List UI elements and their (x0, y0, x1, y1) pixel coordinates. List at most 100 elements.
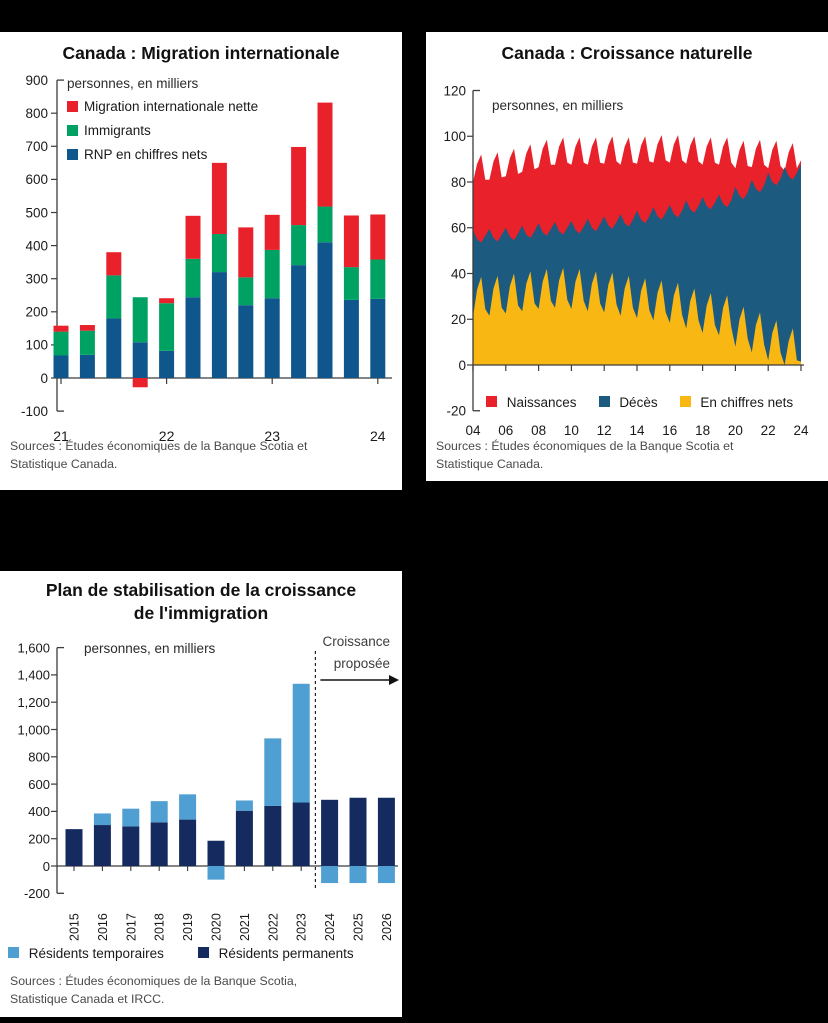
bar-segment-rnp (106, 318, 122, 378)
y-tick-label: 700 (25, 139, 48, 154)
legend-label: Immigrants (84, 122, 151, 138)
y-tick-label: 600 (28, 777, 50, 792)
legend-swatch-green (67, 124, 78, 136)
bar-segment-rnp (185, 297, 201, 378)
bar-segment-immigrants (370, 259, 386, 299)
bar-segment-permanents (349, 797, 367, 866)
bar-segment-rnp (53, 355, 69, 378)
legend-label: Décès (619, 395, 658, 410)
natural-growth-chart-svg: 120 100 80 60 40 20 0 -20 04 06 08 10 12 14 16 18 20 22 24 (443, 83, 809, 438)
unit-note: personnes, en milliers (84, 641, 216, 656)
legend-swatch-navy (197, 947, 209, 958)
y-tick-label: 1,400 (17, 668, 50, 683)
sources-line: Statistique Canada et IRCC. (10, 991, 165, 1006)
bar-segment-immigrants (211, 234, 227, 273)
unit-note: personnes, en milliers (492, 98, 624, 113)
x-tick-label: 18 (695, 423, 710, 438)
sources-line: Statistique Canada. (436, 456, 544, 471)
bar-segment-rnp (317, 242, 333, 378)
bar-segment-rnp (291, 265, 307, 378)
y-tick-label: 800 (28, 750, 50, 765)
bar-segment-migration-nette (211, 162, 227, 235)
y-tick-label: 400 (25, 238, 48, 253)
bar-segment-permanents (150, 822, 168, 866)
bar-segment-temporaires (179, 794, 197, 820)
x-tick-label: 08 (531, 423, 546, 438)
y-tick-label: 0 (40, 371, 48, 386)
chart-title: Plan de stabilisation de la croissance d… (0, 579, 402, 625)
bar-segment-temporaires-negative (207, 866, 225, 880)
legend-label: Résidents temporaires (28, 946, 164, 961)
bar-segment-permanents (93, 825, 111, 866)
bar-segment-migration-nette (238, 227, 254, 278)
y-tick-label: -20 (446, 404, 466, 419)
y-tick-label: 800 (25, 106, 48, 121)
x-tick-label: 14 (629, 423, 645, 438)
y-tick-label: 600 (25, 172, 48, 187)
bar-segment-temporaires (93, 813, 111, 826)
legend-item: RNP en chiffres nets (67, 142, 258, 166)
y-tick-label: 100 (443, 129, 466, 144)
bar-segment-migration-nette (343, 215, 359, 268)
y-tick-label: 200 (25, 305, 48, 320)
legend-item: Résidents permanents (197, 946, 354, 961)
y-tick-label: 1,000 (17, 722, 50, 737)
bar-segment-immigrants (291, 225, 307, 266)
annotation-line1: Croissance (322, 634, 390, 649)
legend-swatch-red (486, 396, 497, 407)
legend-item: Décès (598, 395, 658, 410)
x-tick-label: 16 (662, 423, 677, 438)
annotation-line2: proposée (333, 656, 390, 671)
y-tick-label: 300 (25, 272, 48, 287)
bar-segment-migration-nette (370, 214, 386, 260)
sources-line: Statistique Canada. (10, 456, 118, 471)
migration-chart-svg: 900 800 700 600 500 400 300 200 100 0 -100 21 22 23 24 (21, 73, 392, 444)
bar-segment-immigrants (106, 275, 122, 319)
y-tick-label: 200 (28, 832, 50, 847)
bar-segment-immigrants (238, 277, 254, 306)
x-tick-label: 21 (53, 428, 69, 444)
bar-segment-migration-nette (53, 325, 69, 332)
bar-segment-immigrants (132, 297, 148, 343)
x-tick-label: 2016 (96, 913, 110, 941)
legend: Migration internationale nette Immigrant… (67, 94, 258, 166)
x-tick-label: 2022 (266, 913, 280, 941)
chart-title-line2: de l'immigration (133, 603, 269, 623)
proposed-growth-arrowhead (389, 675, 399, 685)
x-tick-label: 2018 (153, 913, 167, 941)
x-tick-label: 24 (370, 428, 386, 444)
y-tick-label: 400 (28, 804, 50, 819)
bar-segment-migration-nette (106, 252, 122, 276)
immigration-plan-chart-panel: Plan de stabilisation de la croissance d… (0, 571, 402, 1017)
bar-segment-immigrants (185, 258, 201, 298)
y-tick-label: 900 (25, 73, 48, 88)
y-tick-label: 60 (451, 221, 466, 236)
x-tick-label: 22 (159, 428, 175, 444)
x-tick-label: 2019 (181, 913, 195, 941)
x-tick-label: 20 (728, 423, 743, 438)
y-tick-label: 80 (451, 175, 466, 190)
y-tick-label: -200 (24, 886, 50, 901)
y-tick-label: 20 (451, 312, 466, 327)
bar-segment-rnp (79, 354, 95, 378)
chart-title: Canada : Croissance naturelle (501, 43, 753, 63)
bar-segment-permanents (122, 826, 140, 866)
y-tick-label: 0 (458, 358, 466, 373)
migration-chart-panel: Canada : Migration internationale 900 800… (0, 32, 402, 490)
bar-segment-temporaires-negative (349, 866, 367, 884)
x-tick-label: 06 (498, 423, 513, 438)
x-tick-label: 2021 (238, 913, 252, 941)
y-tick-label: -100 (21, 404, 48, 419)
natural-growth-chart-panel: Canada : Croissance naturelle 120 100 80 60… (426, 32, 828, 481)
legend-swatch-blue (67, 148, 78, 160)
unit-note: personnes, en milliers (67, 76, 199, 91)
bar-segment-permanents (235, 810, 253, 866)
x-tick-label: 2023 (295, 913, 309, 941)
bar-segment-migration-nette (291, 146, 307, 226)
area-en-chiffres-nets (473, 267, 801, 365)
bar-segment-permanents (321, 799, 339, 866)
bar-segment-immigrants (264, 249, 280, 299)
bar-segment-temporaires-negative (321, 866, 339, 884)
x-tick-label: 12 (597, 423, 612, 438)
